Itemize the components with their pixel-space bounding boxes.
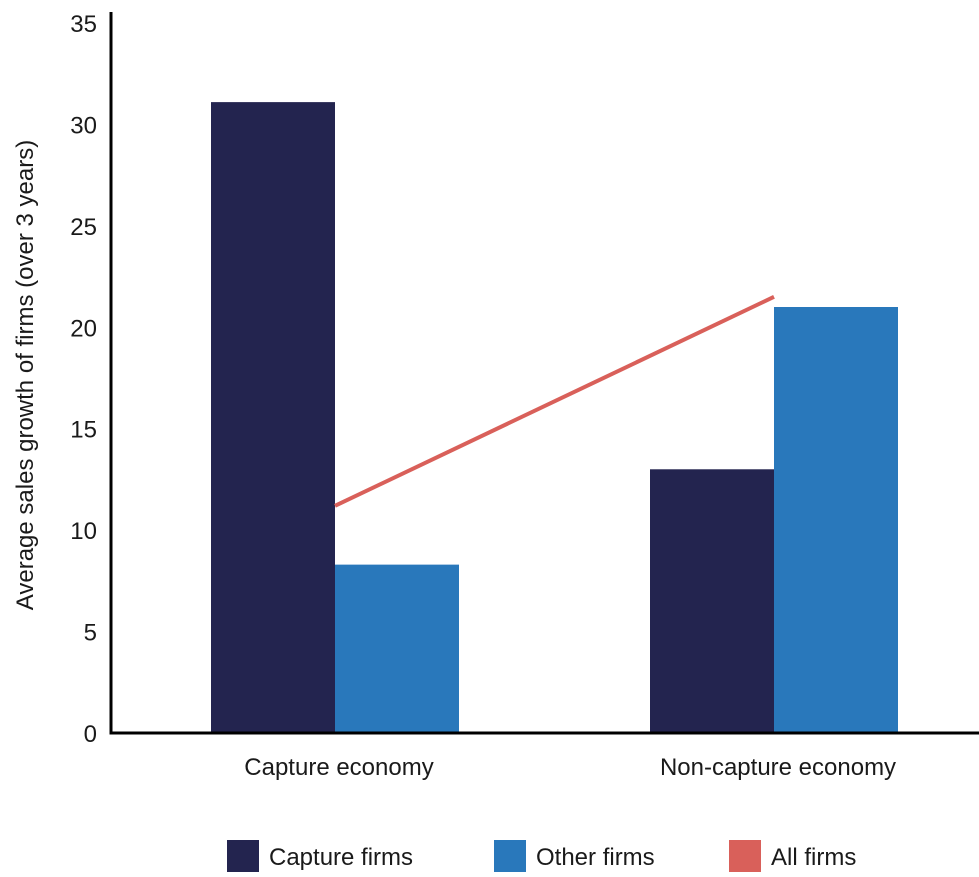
y-tick-label-15: 15 (70, 417, 97, 444)
legend-label-all-firms: All firms (771, 844, 856, 871)
bars-layer (211, 102, 898, 733)
y-tick-label-5: 5 (84, 620, 97, 647)
legend-label-capture-firms: Capture firms (269, 844, 413, 871)
bar-capture-firms-0 (211, 102, 335, 733)
x-tick-labels: Capture economy Non-capture economy (244, 754, 896, 781)
y-tick-label-0: 0 (84, 721, 97, 748)
y-tick-label-35: 35 (70, 11, 97, 38)
bar-other-firms-1 (774, 307, 898, 733)
legend-swatch-other-firms (494, 840, 526, 872)
bar-other-firms-0 (335, 565, 459, 733)
y-tick-label-10: 10 (70, 518, 97, 545)
bar-capture-firms-1 (650, 469, 774, 733)
x-tick-label-1: Non-capture economy (660, 754, 896, 781)
legend-swatch-capture-firms (227, 840, 259, 872)
y-tick-label-30: 30 (70, 112, 97, 139)
legend-swatch-all-firms (729, 840, 761, 872)
y-tick-labels: 0 5 10 15 20 25 30 35 (70, 11, 97, 748)
y-tick-label-25: 25 (70, 214, 97, 241)
legend: Capture firms Other firms All firms (227, 840, 856, 872)
y-axis-title: Average sales growth of firms (over 3 ye… (12, 140, 39, 610)
y-tick-label-20: 20 (70, 315, 97, 342)
x-tick-label-0: Capture economy (244, 754, 433, 781)
legend-label-other-firms: Other firms (536, 844, 655, 871)
